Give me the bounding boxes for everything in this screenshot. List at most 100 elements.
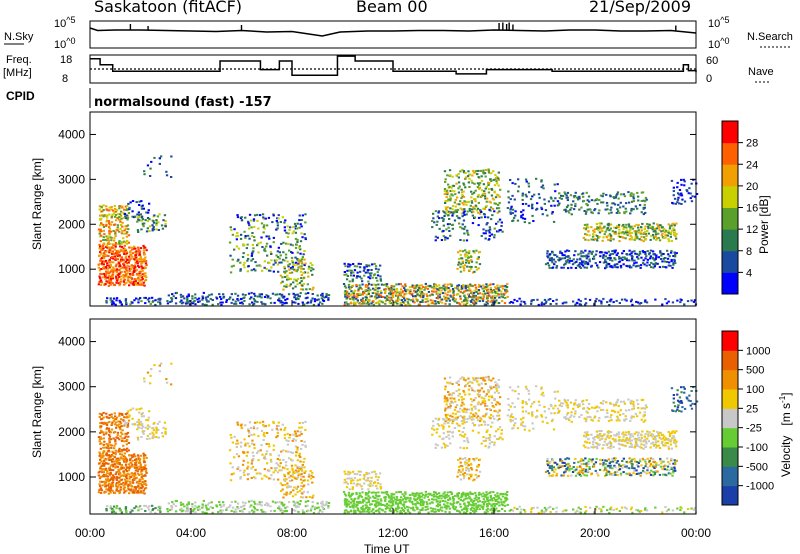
power-cell: [593, 231, 596, 233]
power-cell: [556, 255, 559, 258]
velocity-cell: [125, 443, 128, 446]
power-cell: [463, 210, 466, 213]
power-cell: [574, 267, 578, 269]
power-cell: [131, 301, 134, 304]
power-cell: [566, 204, 570, 207]
velocity-cell: [438, 504, 442, 507]
power-cell: [475, 249, 478, 252]
velocity-cell: [293, 472, 296, 474]
power-cell: [236, 232, 239, 234]
velocity-cell: [294, 493, 297, 496]
velocity-cell: [304, 505, 307, 508]
power-cell: [123, 274, 126, 277]
power-cell: [548, 254, 551, 257]
velocity-cell: [100, 475, 103, 478]
power-cell: [117, 253, 120, 256]
power-cell: [473, 289, 476, 292]
power-cell: [125, 235, 128, 238]
velocity-cell: [288, 470, 291, 473]
power-cell: [357, 262, 360, 265]
velocity-cell: [283, 510, 286, 513]
power-cell: [106, 239, 109, 242]
power-cell: [574, 303, 577, 306]
power-cell: [655, 227, 659, 230]
power-cell: [294, 269, 297, 272]
velocity-cell: [118, 462, 121, 464]
velocity-cell: [359, 494, 362, 497]
power-cell: [559, 250, 562, 253]
velocity-cell: [292, 438, 295, 440]
power-cell: [404, 285, 407, 287]
velocity-cell: [111, 483, 114, 486]
power-cell: [457, 173, 460, 175]
velocity-cell: [386, 503, 389, 506]
velocity-cell: [343, 470, 346, 473]
velocity-cell: [103, 480, 106, 483]
power-cell: [449, 283, 452, 286]
velocity-cell: [352, 470, 355, 473]
velocity-cell: [158, 509, 162, 512]
velocity-cell: [348, 503, 351, 506]
power-cell: [535, 177, 538, 180]
power-cell: [462, 209, 465, 212]
power-cell: [130, 268, 133, 271]
power-cell: [367, 303, 371, 306]
power-cell: [283, 226, 286, 229]
velocity-cell: [251, 465, 255, 468]
power-cell: [511, 194, 514, 197]
power-cell: [598, 199, 601, 201]
power-cell: [98, 262, 101, 265]
power-cell: [149, 225, 152, 228]
velocity-cell: [427, 498, 431, 501]
power-cell: [105, 225, 108, 227]
power-cell: [615, 254, 618, 257]
power-cell: [312, 268, 315, 271]
velocity-cell: [127, 435, 130, 438]
power-cell: [346, 290, 349, 293]
velocity-cell: [300, 469, 303, 472]
velocity-cell: [385, 491, 389, 493]
velocity-cell: [122, 455, 125, 458]
power-cell: [498, 218, 502, 221]
velocity-cell: [115, 505, 119, 507]
velocity-cell: [137, 489, 140, 492]
power-cell: [594, 253, 598, 256]
power-cell: [560, 266, 563, 269]
power-cell: [544, 263, 548, 266]
power-cell: [605, 266, 608, 269]
power-cell: [253, 299, 256, 302]
velocity-cell: [377, 502, 381, 505]
power-cell: [497, 204, 500, 206]
power-cell: [148, 202, 151, 205]
power-cell: [296, 238, 299, 241]
velocity-cell: [416, 507, 419, 510]
velocity-cell: [272, 448, 275, 451]
velocity-cell: [111, 489, 114, 492]
power-cell: [154, 299, 157, 302]
power-cell: [111, 213, 114, 216]
power-cell: [670, 260, 673, 263]
velocity-cell: [451, 503, 454, 506]
power-cell: [463, 213, 466, 216]
velocity-cell: [434, 510, 437, 513]
power-cell: [672, 263, 675, 266]
power-cells: [97, 155, 699, 306]
velocity-cell: [243, 474, 246, 477]
power-cell: [351, 296, 354, 299]
velocity-cell: [345, 486, 349, 489]
power-cell: [673, 233, 676, 236]
power-cell: [644, 230, 647, 233]
power-cell: [621, 231, 624, 234]
velocity-cell: [267, 443, 271, 445]
power-cell: [631, 303, 634, 306]
power-cell: [652, 230, 655, 233]
velocity-cell: [155, 428, 158, 431]
velocity-cell: [119, 456, 123, 459]
power-cell: [640, 256, 643, 259]
power-cell: [667, 300, 670, 303]
power-cell: [115, 254, 118, 256]
velocity-cell: [253, 500, 256, 503]
freq-series: [90, 55, 697, 76]
velocity-cell: [250, 434, 253, 436]
velocity-cell: [115, 507, 118, 510]
